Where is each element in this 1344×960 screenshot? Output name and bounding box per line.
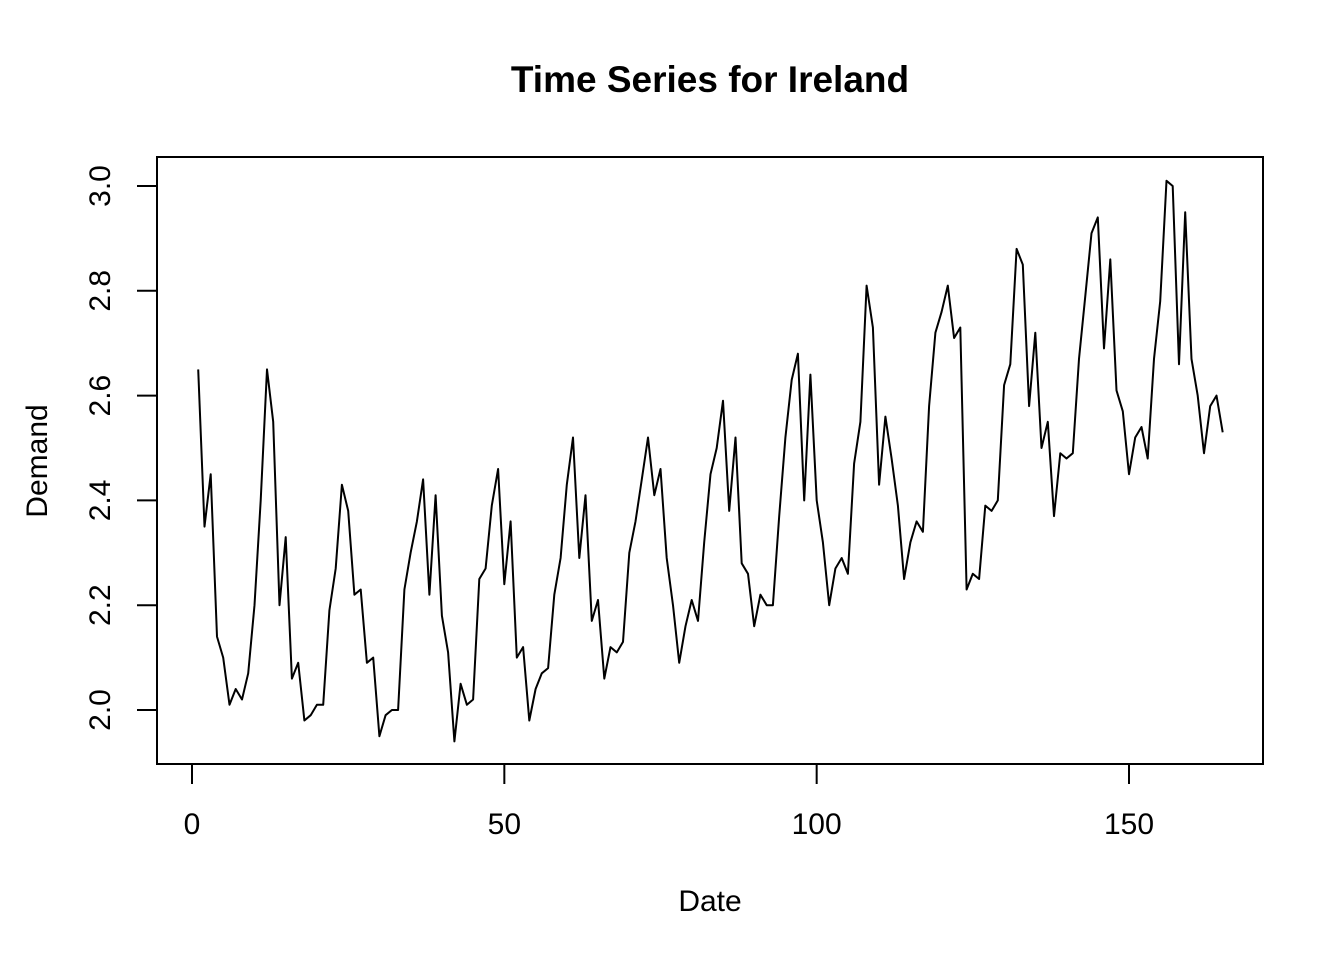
x-tick-label: 0 (184, 808, 201, 841)
y-tick-label: 2.2 (84, 584, 117, 626)
y-axis-label: Demand (21, 404, 54, 517)
x-tick-label: 100 (792, 808, 842, 841)
x-tick-label: 50 (488, 808, 521, 841)
y-axis: 2.0 2.2 2.4 2.6 2.8 3.0 (84, 165, 158, 731)
series-layer (197, 179, 1224, 743)
y-tick-label: 2.8 (84, 270, 117, 312)
y-tick-label: 2.0 (84, 689, 117, 731)
y-tick-label: 3.0 (84, 165, 117, 207)
chart-title: Time Series for Ireland (511, 59, 909, 100)
x-tick-label: 150 (1104, 808, 1154, 841)
y-tick-label: 2.4 (84, 480, 117, 522)
x-axis: 0 50 100 150 (184, 763, 1154, 841)
plot-frame (156, 156, 1264, 765)
x-axis-label: Date (678, 885, 741, 918)
y-tick-label: 2.6 (84, 375, 117, 417)
series-line (197, 179, 1224, 743)
